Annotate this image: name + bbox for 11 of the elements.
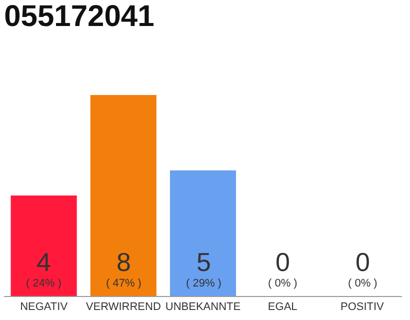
data-label: 4 ( 24% ) [26,247,62,290]
x-tick-label: NEGATIV [20,301,68,314]
data-label: 0 ( 0% ) [348,247,378,290]
data-label: 0 ( 0% ) [268,247,298,290]
x-tick-label: POSITIV [340,301,385,314]
x-tick-label: EGAL [268,301,298,314]
x-tick-label: UNBEKANNTE [165,301,241,314]
data-label: 5 ( 29% ) [186,247,222,290]
chart-title: 055172041 [4,0,154,33]
x-tick-label: VERWIRREND [86,301,161,314]
data-label: 8 ( 47% ) [106,247,142,290]
